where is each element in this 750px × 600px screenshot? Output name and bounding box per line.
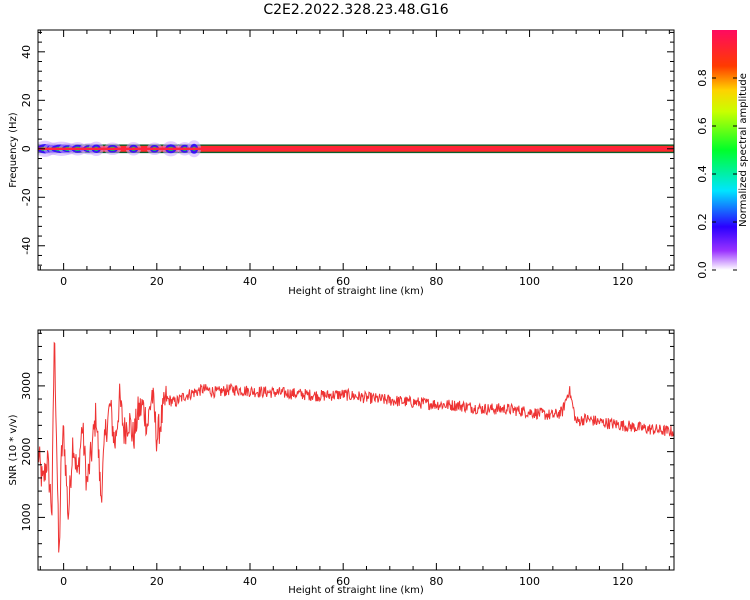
band-core [38, 147, 674, 150]
x-tick-label: 40 [243, 575, 257, 588]
colorbar-tick-label: 0.4 [696, 165, 709, 183]
y-tick-label: -40 [20, 237, 33, 255]
top-panel: 0 20 40 60 80 100 120 -40 -20 0 20 40 Height of str… [8, 29, 675, 297]
bottom-panel: 0 20 40 60 80 100 120 1000 2000 3000 Height of st… [8, 329, 675, 596]
y-tick-label: 40 [20, 45, 33, 59]
bottom-plot-frame [37, 329, 675, 571]
colorbar: 0.0 0.2 0.4 0.6 0.8 Normalized spectral ampl… [696, 30, 749, 279]
y-tick-label: 2000 [20, 438, 33, 466]
x-tick-label: 100 [519, 275, 540, 288]
top-y-axis-label: Frequency (Hz) [8, 112, 19, 188]
snr-line-area [38, 341, 674, 553]
colorbar-tick-label: 0.2 [696, 213, 709, 231]
x-tick-label: 20 [150, 575, 164, 588]
x-tick-label: 40 [243, 275, 257, 288]
colorbar-tick-label: 0.8 [696, 69, 709, 87]
x-tick-label: 100 [519, 575, 540, 588]
x-tick-label: 120 [612, 275, 633, 288]
y-tick-label: 3000 [20, 372, 33, 400]
colorbar-gradient [712, 30, 737, 270]
colorbar-tick-label: 0.6 [696, 117, 709, 135]
figure-title: C2E2.2022.328.23.48.G16 [263, 2, 448, 18]
x-tick-label: 20 [150, 275, 164, 288]
colorbar-label: Normalized spectral amplitude [738, 73, 749, 227]
heatmap-area [38, 140, 674, 158]
bottom-y-axis-label: SNR (10 * v/v) [8, 414, 19, 485]
y-tick-label: 1000 [20, 503, 33, 531]
x-tick-label: 0 [60, 275, 67, 288]
bottom-axes: 0 20 40 60 80 100 120 1000 2000 3000 [20, 330, 674, 588]
bottom-x-axis-label: Height of straight line (km) [288, 585, 424, 596]
top-axes: 0 20 40 60 80 100 120 -40 -20 0 20 40 [20, 30, 674, 288]
y-tick-label: 0 [20, 145, 33, 152]
x-tick-label: 60 [336, 575, 350, 588]
colorbar-ticks: 0.0 0.2 0.4 0.6 0.8 [696, 69, 737, 279]
top-x-axis-label: Height of straight line (km) [288, 286, 424, 297]
x-tick-label: 80 [429, 575, 443, 588]
y-tick-label: -20 [20, 188, 33, 206]
y-tick-label: 20 [20, 93, 33, 107]
top-plot-frame [37, 29, 675, 271]
x-tick-label: 60 [336, 275, 350, 288]
colorbar-tick-label: 0.0 [696, 261, 709, 279]
x-tick-label: 80 [429, 275, 443, 288]
x-tick-label: 120 [612, 575, 633, 588]
x-tick-label: 0 [60, 575, 67, 588]
snr-series-line [38, 341, 674, 553]
